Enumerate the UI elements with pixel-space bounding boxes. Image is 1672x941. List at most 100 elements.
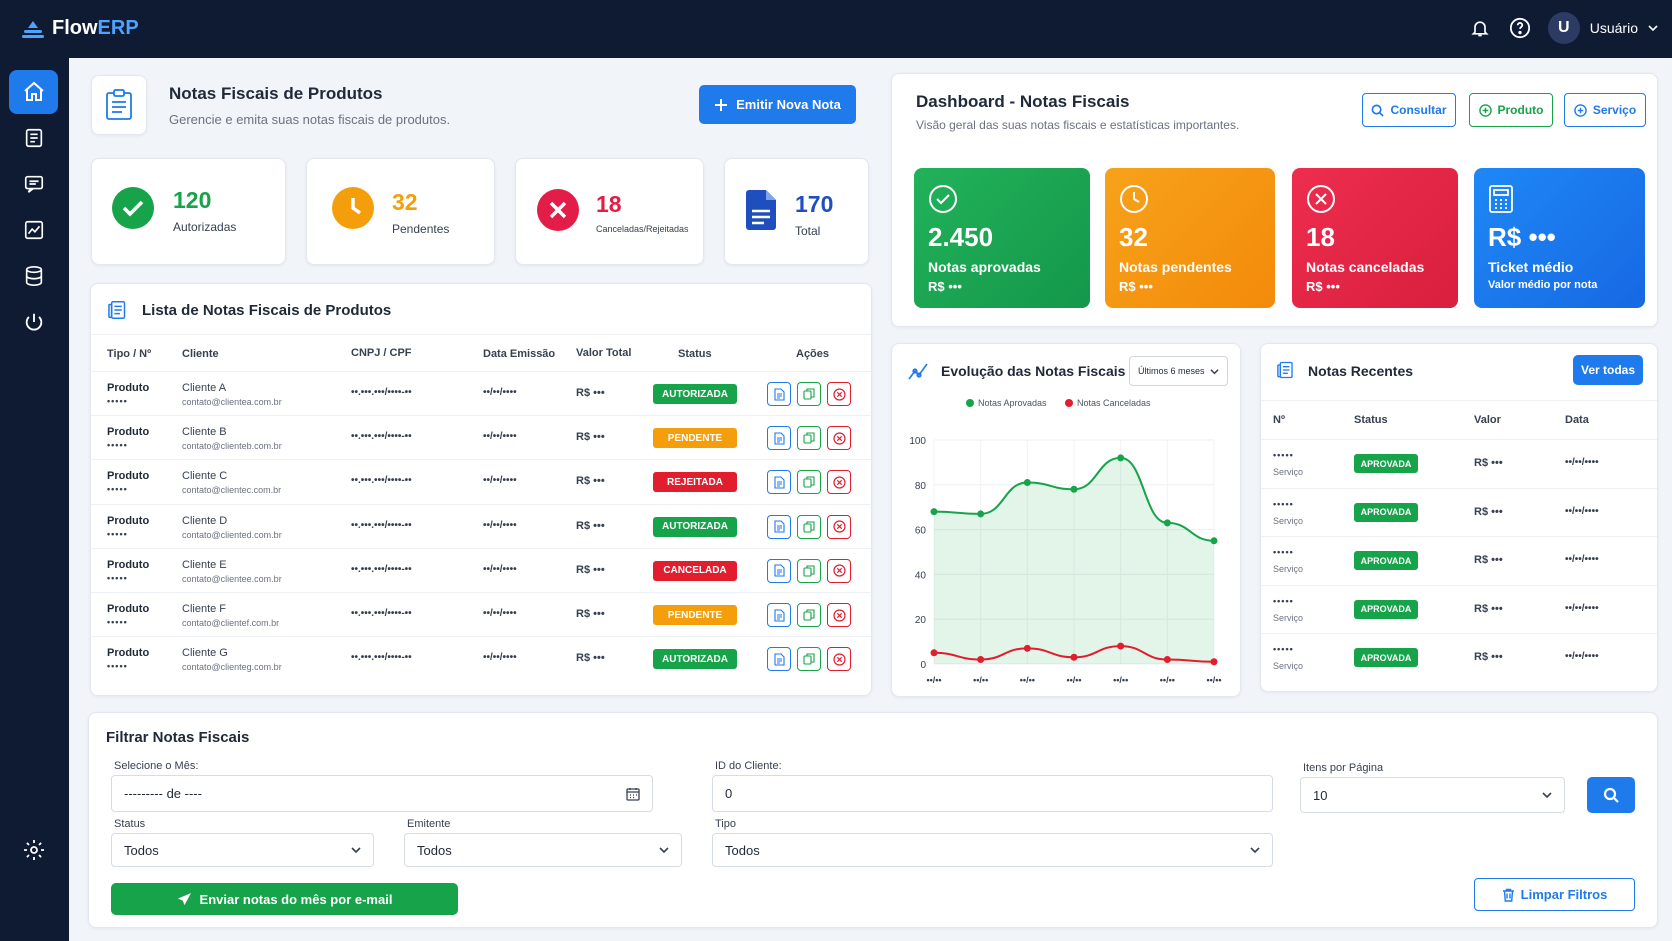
legend-marker <box>1065 399 1073 407</box>
view-document-icon[interactable] <box>767 426 791 451</box>
chart-icon[interactable] <box>9 208 58 252</box>
recent-value: R$ ••• <box>1474 457 1503 469</box>
calendar-icon <box>626 787 640 801</box>
type-select[interactable]: Todos <box>712 833 1273 867</box>
list-item[interactable]: ••••• Serviço APROVADA R$ ••• ••/••/•••• <box>1261 633 1657 681</box>
send-icon <box>177 892 192 907</box>
table-row[interactable]: Produto ••••• Cliente F contato@clientef.co… <box>91 592 871 636</box>
cancel-icon[interactable] <box>827 426 851 451</box>
stat-value: 120 <box>173 187 212 213</box>
cell-client: Cliente F <box>182 603 227 615</box>
data-point <box>1117 642 1125 650</box>
series-area <box>934 457 1214 664</box>
cancel-icon[interactable] <box>827 647 851 672</box>
home-icon[interactable] <box>9 70 58 114</box>
view-document-icon[interactable] <box>767 514 791 539</box>
view-document-icon[interactable] <box>767 647 791 672</box>
status-badge: REJEITADA <box>653 472 737 493</box>
data-point <box>977 510 985 518</box>
copy-icon[interactable] <box>797 470 821 495</box>
copy-icon[interactable] <box>797 603 821 627</box>
view-document-icon[interactable] <box>767 603 791 627</box>
recent-number: ••••• <box>1273 644 1294 654</box>
table-row[interactable]: Produto ••••• Cliente D contato@cliented.co… <box>91 503 871 548</box>
copy-icon[interactable] <box>797 514 821 539</box>
power-icon[interactable] <box>9 300 58 344</box>
cell-value: R$ ••• <box>576 387 605 399</box>
copy-icon[interactable] <box>797 558 821 583</box>
cell-value: R$ ••• <box>576 563 605 576</box>
send-email-button[interactable]: Enviar notas do mês por e-mail <box>111 883 458 915</box>
emit-new-invoice-button[interactable]: Emitir Nova Nota <box>699 85 856 124</box>
x-tick-label: ••/•• <box>1160 675 1175 685</box>
database-icon[interactable] <box>9 254 58 298</box>
list-item[interactable]: ••••• Serviço APROVADA R$ ••• ••/••/•••• <box>1261 487 1657 536</box>
col-header: Tipo / Nº <box>107 348 152 360</box>
recent-number: ••••• <box>1273 498 1294 509</box>
legend-marker <box>966 399 974 407</box>
emitter-select[interactable]: Todos <box>404 833 682 867</box>
recent-number: ••••• <box>1273 450 1294 460</box>
invoice-icon[interactable] <box>9 116 58 160</box>
calculator-icon <box>1488 184 1631 214</box>
stat-label: Pendentes <box>392 222 450 236</box>
cell-value: R$ ••• <box>576 475 605 488</box>
help-icon[interactable] <box>1508 16 1532 40</box>
service-button[interactable]: Serviço <box>1564 93 1646 127</box>
cell-date: ••/••/•••• <box>483 563 517 575</box>
search-button[interactable] <box>1587 777 1635 813</box>
clock-icon <box>1119 184 1261 214</box>
chevron-down-icon <box>1648 23 1658 33</box>
table-row[interactable]: Produto ••••• Cliente A contato@clientea.co… <box>91 371 871 415</box>
app-logo[interactable]: FlowERP <box>22 17 139 40</box>
cancel-icon[interactable] <box>827 470 851 495</box>
product-button[interactable]: Produto <box>1469 93 1553 127</box>
document-icon <box>744 189 778 231</box>
list-icon <box>108 299 130 321</box>
view-document-icon[interactable] <box>767 382 791 406</box>
chevron-down-icon <box>1210 367 1219 376</box>
table-row[interactable]: Produto ••••• Cliente E contato@clientee.co… <box>91 547 871 592</box>
recent-type: Serviço <box>1273 515 1304 526</box>
copy-icon[interactable] <box>797 426 821 451</box>
settings-icon[interactable] <box>9 828 58 872</box>
cell-client: Cliente C <box>182 470 228 483</box>
cancel-icon[interactable] <box>827 603 851 627</box>
client-id-input[interactable]: 0 <box>712 775 1273 812</box>
table-row[interactable]: Produto ••••• Cliente G contato@clienteg.co… <box>91 636 871 680</box>
cell-date: ••/••/•••• <box>483 431 517 443</box>
table-row[interactable]: Produto ••••• Cliente C contato@clientec.co… <box>91 459 871 503</box>
view-document-icon[interactable] <box>767 470 791 495</box>
copy-icon[interactable] <box>797 382 821 406</box>
list-item[interactable]: ••••• Serviço APROVADA R$ ••• ••/••/•••• <box>1261 536 1657 584</box>
list-item[interactable]: ••••• Serviço APROVADA R$ ••• ••/••/•••• <box>1261 439 1657 487</box>
cell-number: ••••• <box>107 440 128 451</box>
user-menu[interactable]: U Usuário <box>1547 12 1658 44</box>
view-document-icon[interactable] <box>767 558 791 583</box>
consult-button[interactable]: Consultar <box>1362 93 1456 127</box>
list-item[interactable]: ••••• Serviço APROVADA R$ ••• ••/••/•••• <box>1261 584 1657 633</box>
table-row[interactable]: Produto ••••• Cliente B contato@clienteb.co… <box>91 415 871 459</box>
period-select[interactable]: Últimos 6 meses <box>1129 356 1228 386</box>
cell-client: Cliente B <box>182 426 227 439</box>
cell-client: Cliente D <box>182 514 228 527</box>
cancel-icon[interactable] <box>827 514 851 539</box>
col-header: Status <box>1354 414 1388 426</box>
cancel-icon[interactable] <box>827 382 851 406</box>
bell-icon[interactable] <box>1468 16 1492 40</box>
recent-date: ••/••/•••• <box>1565 651 1599 662</box>
cell-value: R$ ••• <box>576 608 605 620</box>
y-tick-label: 40 <box>915 570 927 581</box>
copy-icon[interactable] <box>797 647 821 672</box>
col-header: CNPJ / CPF <box>351 347 412 359</box>
x-circle-icon <box>537 189 579 231</box>
status-select[interactable]: Todos <box>111 833 374 867</box>
clear-filters-button[interactable]: Limpar Filtros <box>1474 878 1635 911</box>
items-per-page-select[interactable]: 10 <box>1300 777 1565 813</box>
recent-number: ••••• <box>1273 595 1294 606</box>
cancel-icon[interactable] <box>827 558 851 583</box>
message-icon[interactable] <box>9 162 58 206</box>
month-input[interactable]: --------- de ---- <box>111 775 653 812</box>
recent-type: Serviço <box>1273 661 1304 671</box>
view-all-button[interactable]: Ver todas <box>1573 355 1643 385</box>
